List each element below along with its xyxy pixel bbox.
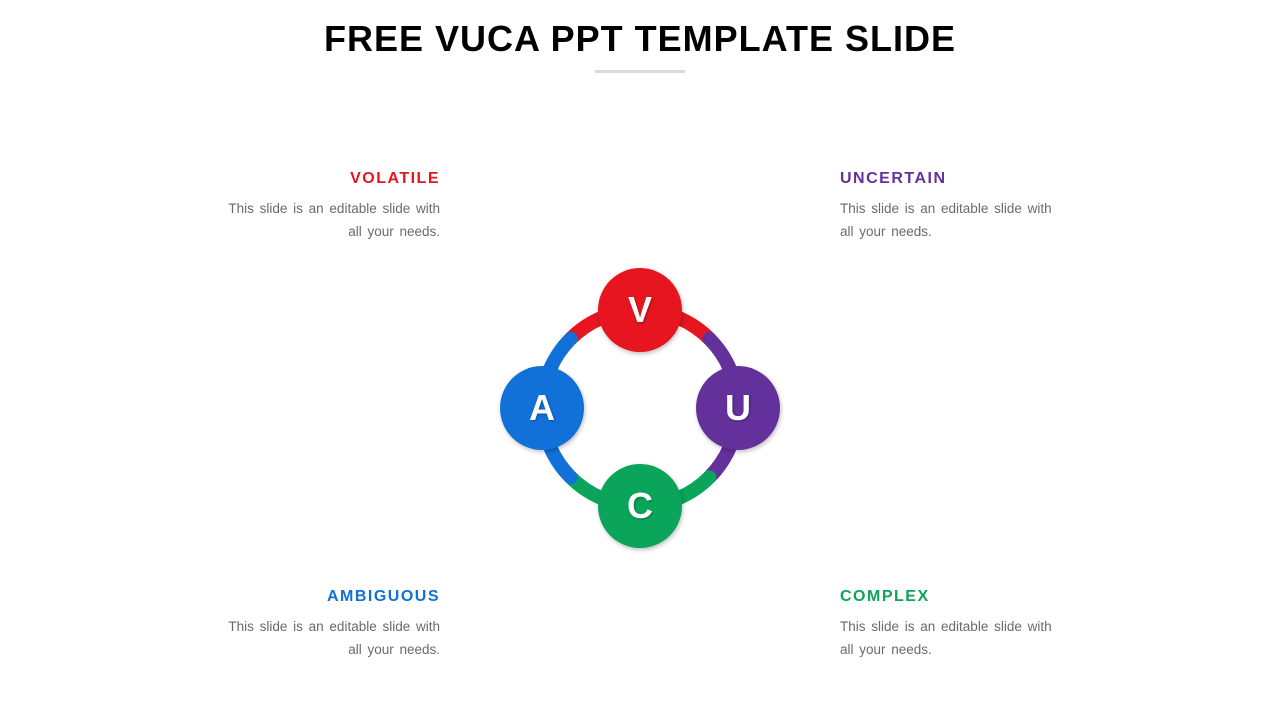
heading-uncertain: UNCERTAIN: [840, 170, 1060, 188]
title-underline: [595, 70, 685, 73]
node-letter-u: U: [725, 387, 751, 429]
desc-uncertain: This slide is an editable slide with all…: [840, 198, 1060, 244]
node-c: C: [598, 464, 682, 548]
desc-complex: This slide is an editable slide with all…: [840, 616, 1060, 662]
ring-container: V U C A: [500, 268, 780, 548]
heading-volatile: VOLATILE: [220, 170, 440, 188]
desc-volatile: This slide is an editable slide with all…: [220, 198, 440, 244]
node-u: U: [696, 366, 780, 450]
slide-title: FREE VUCA PPT TEMPLATE SLIDE: [0, 18, 1280, 60]
node-letter-v: V: [628, 289, 652, 331]
block-uncertain: UNCERTAIN This slide is an editable slid…: [840, 170, 1060, 244]
node-letter-c: C: [627, 485, 653, 527]
block-volatile: VOLATILE This slide is an editable slide…: [220, 170, 440, 244]
heading-complex: COMPLEX: [840, 588, 1060, 606]
vuca-cycle-diagram: V U C A: [500, 268, 780, 548]
node-a: A: [500, 366, 584, 450]
heading-ambiguous: AMBIGUOUS: [220, 588, 440, 606]
block-complex: COMPLEX This slide is an editable slide …: [840, 588, 1060, 662]
block-ambiguous: AMBIGUOUS This slide is an editable slid…: [220, 588, 440, 662]
node-letter-a: A: [529, 387, 555, 429]
node-v: V: [598, 268, 682, 352]
desc-ambiguous: This slide is an editable slide with all…: [220, 616, 440, 662]
